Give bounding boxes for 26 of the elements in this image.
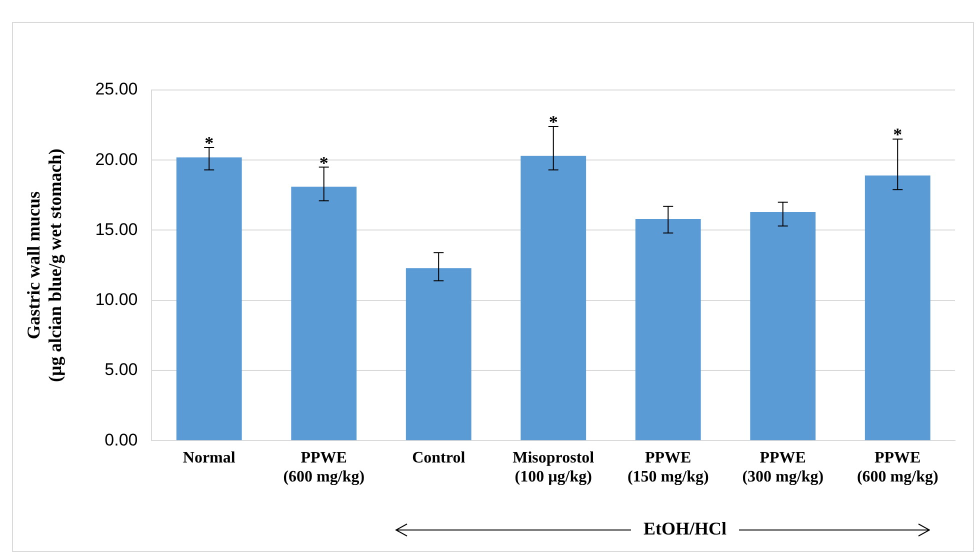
data-label: * bbox=[893, 124, 902, 145]
bar bbox=[520, 156, 586, 440]
bar bbox=[864, 176, 930, 440]
data-label: * bbox=[319, 152, 328, 173]
x-tick-label: PPWE (300 mg/kg) bbox=[742, 449, 824, 486]
y-tick-label: 15.00 bbox=[95, 220, 138, 239]
data-label: * bbox=[548, 112, 558, 132]
text: EtOH/HCl bbox=[643, 518, 727, 539]
y-axis-title: Gastric wall mucus (µg alcian blue/g wet stomach) bbox=[23, 148, 66, 382]
bar bbox=[176, 157, 242, 440]
data-label: * bbox=[204, 133, 214, 154]
x-tick-label: PPWE (600 mg/kg) bbox=[283, 449, 365, 486]
x-tick-label: PPWE (150 mg/kg) bbox=[627, 449, 709, 486]
y-tick-label: 5.00 bbox=[104, 360, 138, 380]
y-tick-label: 25.00 bbox=[95, 80, 138, 99]
bar bbox=[291, 186, 357, 440]
x-tick-label: Misoprostol (100 µg/kg) bbox=[512, 449, 595, 486]
x-tick-label: Normal bbox=[182, 449, 236, 466]
bar bbox=[750, 212, 816, 440]
y-tick-label: 20.00 bbox=[95, 150, 138, 169]
bar bbox=[635, 219, 701, 440]
y-tick-label: 0.00 bbox=[104, 430, 138, 450]
bar bbox=[406, 268, 472, 440]
y-tick-label: 10.00 bbox=[95, 290, 138, 310]
x-tick-label: PPWE (600 mg/kg) bbox=[856, 449, 938, 486]
x-tick-label: Control bbox=[412, 449, 466, 466]
